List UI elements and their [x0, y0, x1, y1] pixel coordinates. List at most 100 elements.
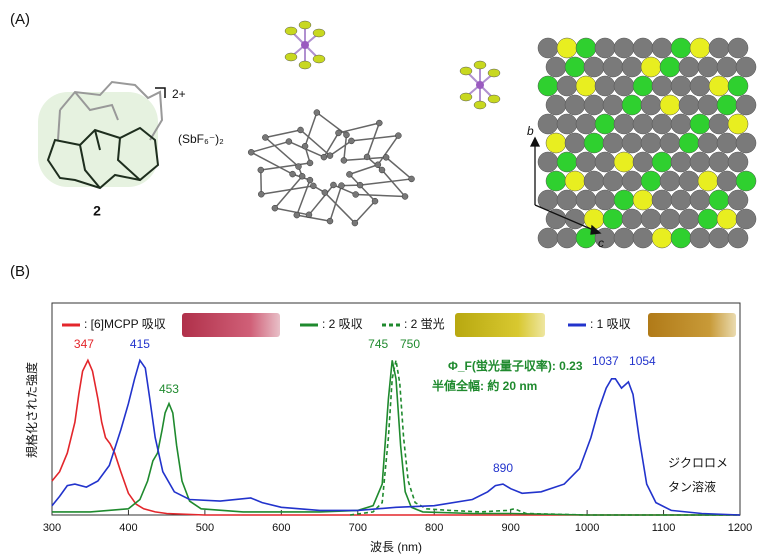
atom [295, 163, 302, 170]
bond [355, 193, 406, 198]
atom [378, 166, 386, 174]
atom [476, 81, 484, 89]
atom [312, 54, 326, 64]
atom [659, 208, 681, 230]
atom [564, 94, 586, 116]
atom [689, 37, 711, 59]
atom [545, 170, 567, 192]
atom [632, 227, 654, 249]
atom [352, 191, 359, 198]
atom [356, 181, 364, 189]
atom [247, 149, 255, 156]
atom [459, 66, 473, 76]
atom [727, 75, 749, 97]
y-axis-label: 規格化された強度 [24, 362, 39, 458]
atom [556, 189, 578, 211]
atom [401, 193, 409, 200]
atom [564, 132, 586, 154]
atom [305, 211, 313, 219]
atom [351, 219, 359, 227]
atom [735, 170, 757, 192]
atom [613, 75, 635, 97]
bond [343, 134, 348, 161]
atom [335, 129, 342, 137]
peak-label: 347 [74, 337, 94, 351]
atom [621, 170, 643, 192]
atom [651, 75, 673, 97]
atom [716, 94, 738, 116]
atom [583, 94, 605, 116]
atom [537, 113, 559, 135]
atom [537, 37, 559, 59]
atom [727, 151, 749, 173]
bond [377, 135, 399, 166]
atom [545, 132, 567, 154]
atom [346, 171, 353, 178]
atom [640, 170, 662, 192]
atom [678, 208, 700, 230]
atom [621, 94, 643, 116]
atom [727, 227, 749, 249]
bond [265, 129, 301, 139]
peak-label: 890 [493, 461, 513, 475]
bond [366, 122, 381, 158]
atom [556, 75, 578, 97]
atom [621, 56, 643, 78]
annotation: 半値全幅: 約 20 nm [432, 378, 537, 393]
bond [274, 175, 303, 209]
atom [632, 151, 654, 173]
atom [640, 94, 662, 116]
atom [670, 189, 692, 211]
bond [250, 151, 293, 175]
atom [583, 208, 605, 230]
atom [408, 175, 415, 183]
atom [556, 113, 578, 135]
bond [385, 156, 413, 180]
bond [333, 184, 356, 196]
atom [306, 159, 314, 167]
atom [689, 189, 711, 211]
atom [473, 60, 487, 70]
atom [594, 75, 616, 97]
peak-label: 745 [368, 337, 388, 351]
atom [735, 208, 757, 230]
atom [537, 227, 559, 249]
bond [329, 140, 352, 157]
legend-label: : [6]MCPP 吸収 [84, 317, 166, 331]
atom [348, 137, 355, 145]
atom [735, 132, 757, 154]
atom [708, 189, 730, 211]
atom [602, 208, 624, 230]
atom [556, 151, 578, 173]
atom [343, 131, 350, 139]
x-tick-label: 1200 [728, 522, 752, 534]
atom [716, 170, 738, 192]
bond [264, 136, 299, 168]
atom [602, 170, 624, 192]
atom [285, 138, 293, 145]
atom [602, 56, 624, 78]
atom [678, 170, 700, 192]
atom [371, 197, 379, 205]
peak-label: 750 [400, 337, 420, 351]
atom [487, 94, 501, 104]
bond [261, 185, 314, 195]
atom [564, 56, 586, 78]
atom [306, 176, 314, 184]
atom [594, 37, 616, 59]
atom [640, 132, 662, 154]
atom [312, 28, 326, 38]
atom [708, 227, 730, 249]
atom [338, 182, 345, 189]
atom [594, 151, 616, 173]
axis-label: c [598, 236, 604, 250]
annotation: Φ_F(蛍光量子収率): 0.23 [448, 358, 583, 373]
atom [326, 152, 334, 159]
atom [262, 134, 269, 141]
atom [640, 56, 662, 78]
atom [613, 37, 635, 59]
atom [613, 189, 635, 211]
atom [257, 166, 265, 174]
atom [708, 75, 730, 97]
atom [632, 37, 654, 59]
